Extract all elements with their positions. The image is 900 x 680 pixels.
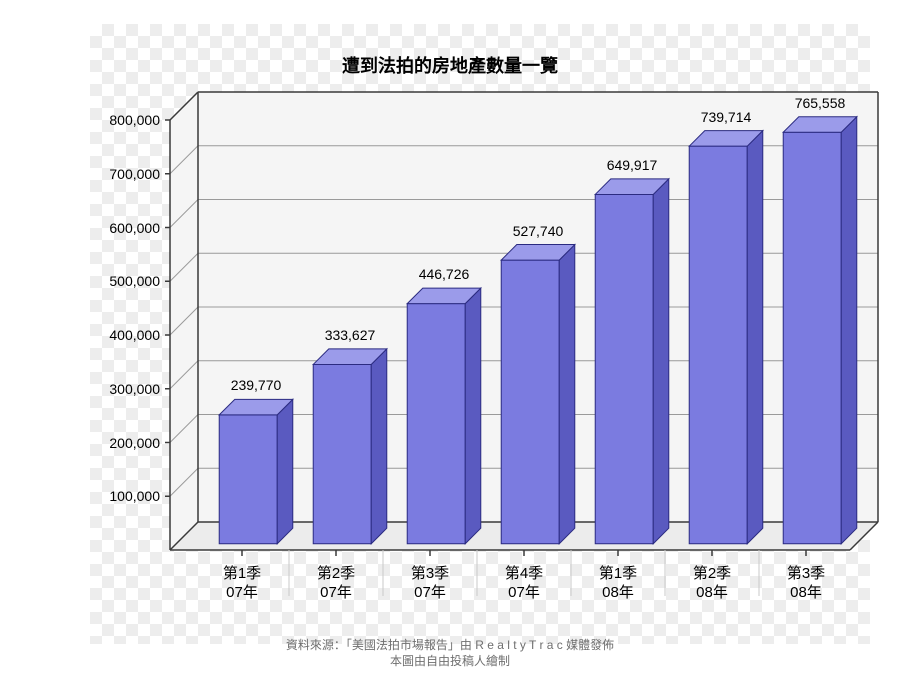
bar-value-label: 446,726 xyxy=(394,266,494,282)
bar-value-label: 739,714 xyxy=(676,109,776,125)
x-axis-label: 第2季 xyxy=(662,562,762,583)
bar-value-label: 765,558 xyxy=(770,95,870,111)
x-axis-sublabel: 07年 xyxy=(286,581,386,602)
x-axis-label: 第2季 xyxy=(286,562,386,583)
footer-line-1: 資料來源：「美國法拍市場報告」由 R e a l t y T r a c 媒體發… xyxy=(0,636,900,653)
x-axis-label: 第3季 xyxy=(756,562,856,583)
x-axis-sublabel: 08年 xyxy=(568,581,668,602)
bar-value-label: 649,917 xyxy=(582,157,682,173)
x-axis-sublabel: 07年 xyxy=(474,581,574,602)
x-axis-label: 第1季 xyxy=(192,562,292,583)
bar-value-label: 527,740 xyxy=(488,223,588,239)
chart-stage: 遭到法拍的房地產數量一覽 239,770第1季07年333,627第2季07年4… xyxy=(0,0,900,680)
x-axis-label: 第4季 xyxy=(474,562,574,583)
x-axis-sublabel: 07年 xyxy=(380,581,480,602)
x-axis-label: 第3季 xyxy=(380,562,480,583)
y-axis-tick-label: 600,000 xyxy=(80,220,160,236)
y-axis-tick-label: 800,000 xyxy=(80,112,160,128)
y-axis-tick-label: 200,000 xyxy=(80,435,160,451)
x-axis-sublabel: 08年 xyxy=(662,581,762,602)
bar-value-label: 239,770 xyxy=(206,377,306,393)
x-axis-label: 第1季 xyxy=(568,562,668,583)
x-axis-sublabel: 07年 xyxy=(192,581,292,602)
footer-line-2: 本圖由自由投稿人繪制 xyxy=(0,652,900,669)
x-axis-sublabel: 08年 xyxy=(756,581,856,602)
bar-value-label: 333,627 xyxy=(300,327,400,343)
y-axis-tick-label: 400,000 xyxy=(80,327,160,343)
y-axis-tick-label: 500,000 xyxy=(80,273,160,289)
chart-title: 遭到法拍的房地產數量一覽 xyxy=(0,52,900,78)
y-axis-tick-label: 300,000 xyxy=(80,381,160,397)
y-axis-tick-label: 100,000 xyxy=(80,488,160,504)
y-axis-tick-label: 700,000 xyxy=(80,166,160,182)
